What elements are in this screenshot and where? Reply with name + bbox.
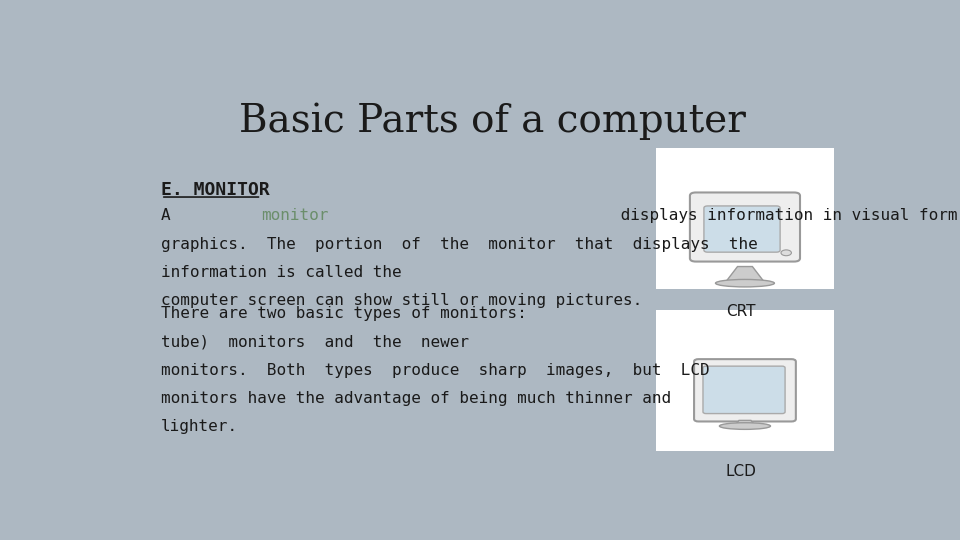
Polygon shape <box>734 421 756 426</box>
Text: A: A <box>161 208 180 223</box>
Polygon shape <box>727 267 763 281</box>
Text: displays information in visual form, using text and: displays information in visual form, usi… <box>612 208 960 223</box>
Text: Basic Parts of a computer: Basic Parts of a computer <box>239 102 745 140</box>
FancyBboxPatch shape <box>656 148 834 289</box>
Text: lighter.: lighter. <box>161 419 238 434</box>
FancyBboxPatch shape <box>656 310 834 451</box>
FancyBboxPatch shape <box>703 366 785 414</box>
Text: There are two basic types of monitors:: There are two basic types of monitors: <box>161 306 537 321</box>
Text: monitors have the advantage of being much thinner and: monitors have the advantage of being muc… <box>161 391 671 406</box>
Circle shape <box>781 250 791 256</box>
Text: computer screen can show still or moving pictures.: computer screen can show still or moving… <box>161 293 642 308</box>
Ellipse shape <box>719 423 771 429</box>
FancyBboxPatch shape <box>694 359 796 422</box>
Text: LCD: LCD <box>726 464 756 479</box>
Text: CRT: CRT <box>727 304 756 319</box>
FancyBboxPatch shape <box>704 206 780 252</box>
Text: graphics.  The  portion  of  the  monitor  that  displays  the: graphics. The portion of the monitor tha… <box>161 237 757 252</box>
Text: E. MONITOR: E. MONITOR <box>161 181 270 199</box>
Text: monitor: monitor <box>261 208 328 223</box>
Text: tube)  monitors  and  the  newer: tube) monitors and the newer <box>161 334 478 349</box>
Text: information is called the: information is called the <box>161 265 411 280</box>
FancyBboxPatch shape <box>690 192 800 261</box>
Ellipse shape <box>715 279 775 287</box>
Text: monitors.  Both  types  produce  sharp  images,  but  LCD: monitors. Both types produce sharp image… <box>161 362 709 377</box>
